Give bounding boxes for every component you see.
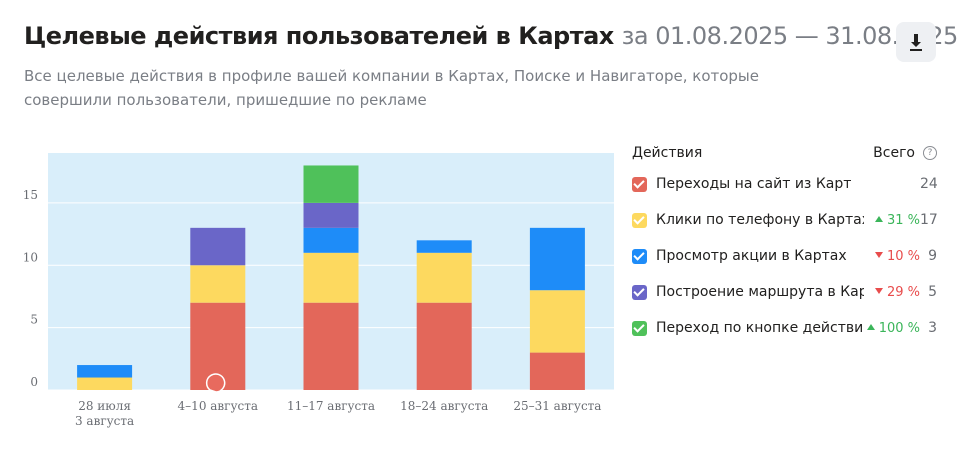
x-tick-label: 28 июля	[78, 399, 131, 413]
change: 10 %	[864, 249, 920, 264]
help-icon[interactable]: ?	[923, 146, 937, 160]
legend-checkbox[interactable]	[632, 284, 647, 300]
subtitle: Все целевые действия в профиле вашей ком…	[24, 67, 759, 109]
change: 31 %	[864, 213, 920, 228]
y-tick-label: 0	[30, 375, 38, 389]
change-value: 100 %	[878, 320, 920, 336]
bar-segment	[416, 302, 472, 390]
download-icon	[910, 34, 922, 51]
bar-segment	[190, 265, 246, 303]
legend-checkbox[interactable]	[632, 248, 647, 264]
change: 29 %	[864, 285, 920, 300]
trend-arrow	[866, 323, 875, 330]
legend-label: Клики по телефону в Картах	[656, 212, 864, 228]
legend-label: Просмотр акции в Картах	[656, 248, 847, 264]
legend: Действия Всего? Переходы на сайт из Карт 2…	[632, 140, 938, 346]
bar-segment	[190, 227, 246, 266]
legend-label: Построение маршрута в Картах	[656, 284, 864, 300]
change-value: 31 %	[886, 212, 920, 228]
total: 5	[928, 284, 937, 300]
x-tick-label: 11–17 августа	[287, 399, 375, 413]
legend-header: Действия Всего?	[632, 140, 937, 166]
actions-header: Действия	[632, 145, 703, 161]
legend-label: Переход по кнопке действия из Карт	[656, 320, 864, 336]
x-tick-label: 25–31 августа	[513, 399, 601, 413]
x-tick-label: 3 августа	[75, 414, 134, 428]
legend-row: Переход по кнопке действия из Карт 100 % 3	[632, 310, 937, 346]
change-value: 10 %	[886, 248, 920, 264]
bar-segment	[529, 352, 585, 390]
change-value: 29 %	[886, 284, 920, 300]
total: 17	[920, 212, 938, 228]
legend-row: Построение маршрута в Картах 29 % 5	[632, 274, 937, 310]
trend-arrow	[874, 251, 883, 258]
legend-row: Переходы на сайт из Карт 24	[632, 166, 938, 202]
bar-segment	[416, 252, 472, 303]
change: 100 %	[864, 321, 920, 336]
bar-segment	[529, 227, 585, 291]
legend-checkbox[interactable]	[632, 320, 647, 336]
bar-segment	[303, 202, 359, 228]
bar-segment	[303, 227, 359, 253]
download-button[interactable]	[896, 22, 936, 62]
bar-segment	[529, 290, 585, 353]
total-header: Всего	[873, 145, 915, 161]
legend-row: Клики по телефону в Картах 31 % 17	[632, 202, 938, 238]
legend-checkbox[interactable]	[632, 176, 647, 192]
event-pin	[205, 373, 226, 393]
total: 9	[928, 248, 937, 264]
y-tick-label: 5	[30, 313, 38, 327]
bar-segment	[303, 252, 359, 303]
bar-segment	[77, 365, 133, 378]
legend-label: Переходы на сайт из Карт	[656, 176, 852, 192]
bar-segment	[416, 240, 472, 253]
y-tick-label: 15	[23, 188, 38, 202]
trend-arrow	[874, 287, 883, 294]
x-tick-label: 18–24 августа	[400, 399, 488, 413]
y-tick-label: 10	[23, 250, 38, 264]
x-tick-label: 4–10 августа	[178, 399, 259, 413]
legend-row: Просмотр акции в Картах 10 % 9	[632, 238, 937, 274]
bar-segment	[77, 377, 133, 390]
trend-arrow	[874, 215, 883, 222]
total: 24	[920, 176, 938, 192]
total: 3	[928, 320, 937, 336]
legend-checkbox[interactable]	[632, 212, 647, 228]
bar-segment	[303, 302, 359, 390]
bar-segment	[303, 165, 359, 203]
title: Целевые действия пользователей в Картах	[24, 22, 614, 50]
